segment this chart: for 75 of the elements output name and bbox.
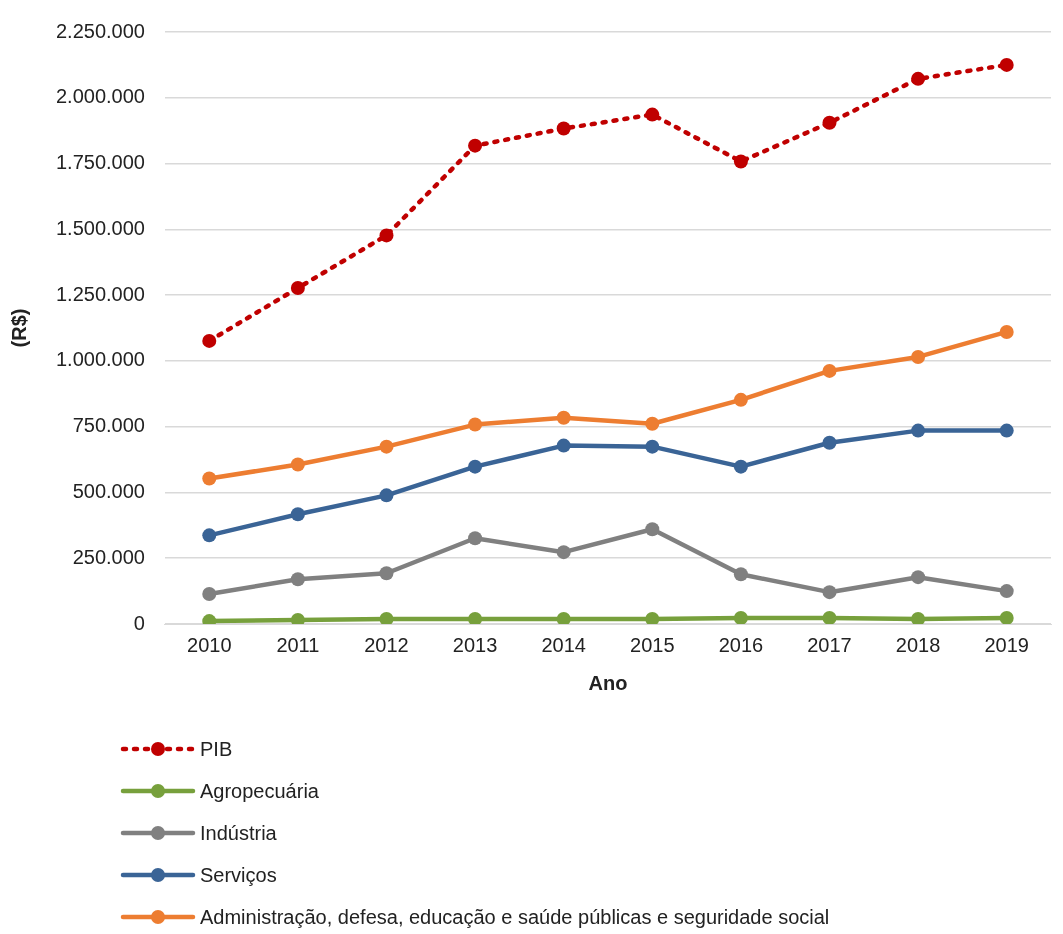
legend-label: Agropecuária <box>200 779 319 803</box>
point <box>468 612 483 624</box>
y-tick-label: 0 <box>133 611 145 634</box>
point <box>379 439 394 454</box>
point <box>999 423 1014 438</box>
x-tick-label: 2010 <box>187 633 232 656</box>
x-tick-label: 2017 <box>807 633 852 656</box>
legend-label: PIB <box>200 737 233 761</box>
point <box>822 115 837 130</box>
point <box>202 333 217 348</box>
point <box>290 507 305 522</box>
x-tick-label: 2016 <box>718 633 764 656</box>
x-axis-title: Ano <box>588 671 628 694</box>
point <box>733 459 748 474</box>
y-tick-label: 1.500.000 <box>55 216 145 239</box>
point <box>202 528 217 543</box>
legend-label: Serviços <box>200 863 277 887</box>
point <box>822 363 837 378</box>
point <box>733 154 748 169</box>
point <box>822 435 837 450</box>
legend-label: Indústria <box>200 821 277 845</box>
x-tick-label: 2018 <box>895 633 941 656</box>
point <box>822 610 837 624</box>
point <box>202 471 217 486</box>
point <box>911 612 926 624</box>
point <box>379 612 394 624</box>
x-tick-label: 2015 <box>630 633 675 656</box>
point <box>911 71 926 86</box>
point <box>468 138 483 153</box>
y-tick-label: 2.250.000 <box>55 19 145 42</box>
y-tick-label: 750.000 <box>72 414 145 437</box>
point <box>999 610 1014 624</box>
y-tick-label: 1.750.000 <box>55 151 145 174</box>
point <box>999 57 1014 72</box>
point <box>556 545 571 560</box>
point <box>468 417 483 432</box>
point <box>202 587 217 602</box>
point <box>733 610 748 624</box>
x-tick-label: 2019 <box>984 633 1029 656</box>
point <box>645 416 660 431</box>
point <box>379 488 394 503</box>
x-tick-label: 2013 <box>452 633 498 656</box>
x-tick-label: 2014 <box>541 633 586 656</box>
y-tick-label: 1.000.000 <box>55 348 145 371</box>
point <box>645 612 660 624</box>
point <box>379 566 394 581</box>
point <box>733 392 748 407</box>
y-tick-label: 250.000 <box>72 545 145 568</box>
point <box>645 439 660 454</box>
point <box>468 459 483 474</box>
y-tick-label: 2.000.000 <box>55 85 145 108</box>
point <box>733 567 748 582</box>
point <box>911 570 926 585</box>
point <box>645 522 660 537</box>
y-tick-label: 1.250.000 <box>55 282 145 305</box>
point <box>468 531 483 546</box>
point <box>290 281 305 296</box>
point <box>822 585 837 600</box>
point <box>290 457 305 472</box>
x-tick-label: 2011 <box>276 633 320 656</box>
y-axis-title: (R$) <box>7 308 30 348</box>
point <box>911 423 926 438</box>
point <box>999 584 1014 599</box>
point <box>556 612 571 624</box>
point <box>556 410 571 425</box>
legend-label: Administração, defesa, educação e saúde públicas e seguridade social <box>200 905 830 929</box>
point <box>556 121 571 136</box>
point <box>290 572 305 587</box>
y-tick-label: 500.000 <box>72 479 145 502</box>
point <box>911 349 926 364</box>
point <box>645 107 660 122</box>
point <box>999 324 1014 339</box>
point <box>556 438 571 453</box>
x-tick-label: 2012 <box>364 633 409 656</box>
point <box>379 228 394 243</box>
